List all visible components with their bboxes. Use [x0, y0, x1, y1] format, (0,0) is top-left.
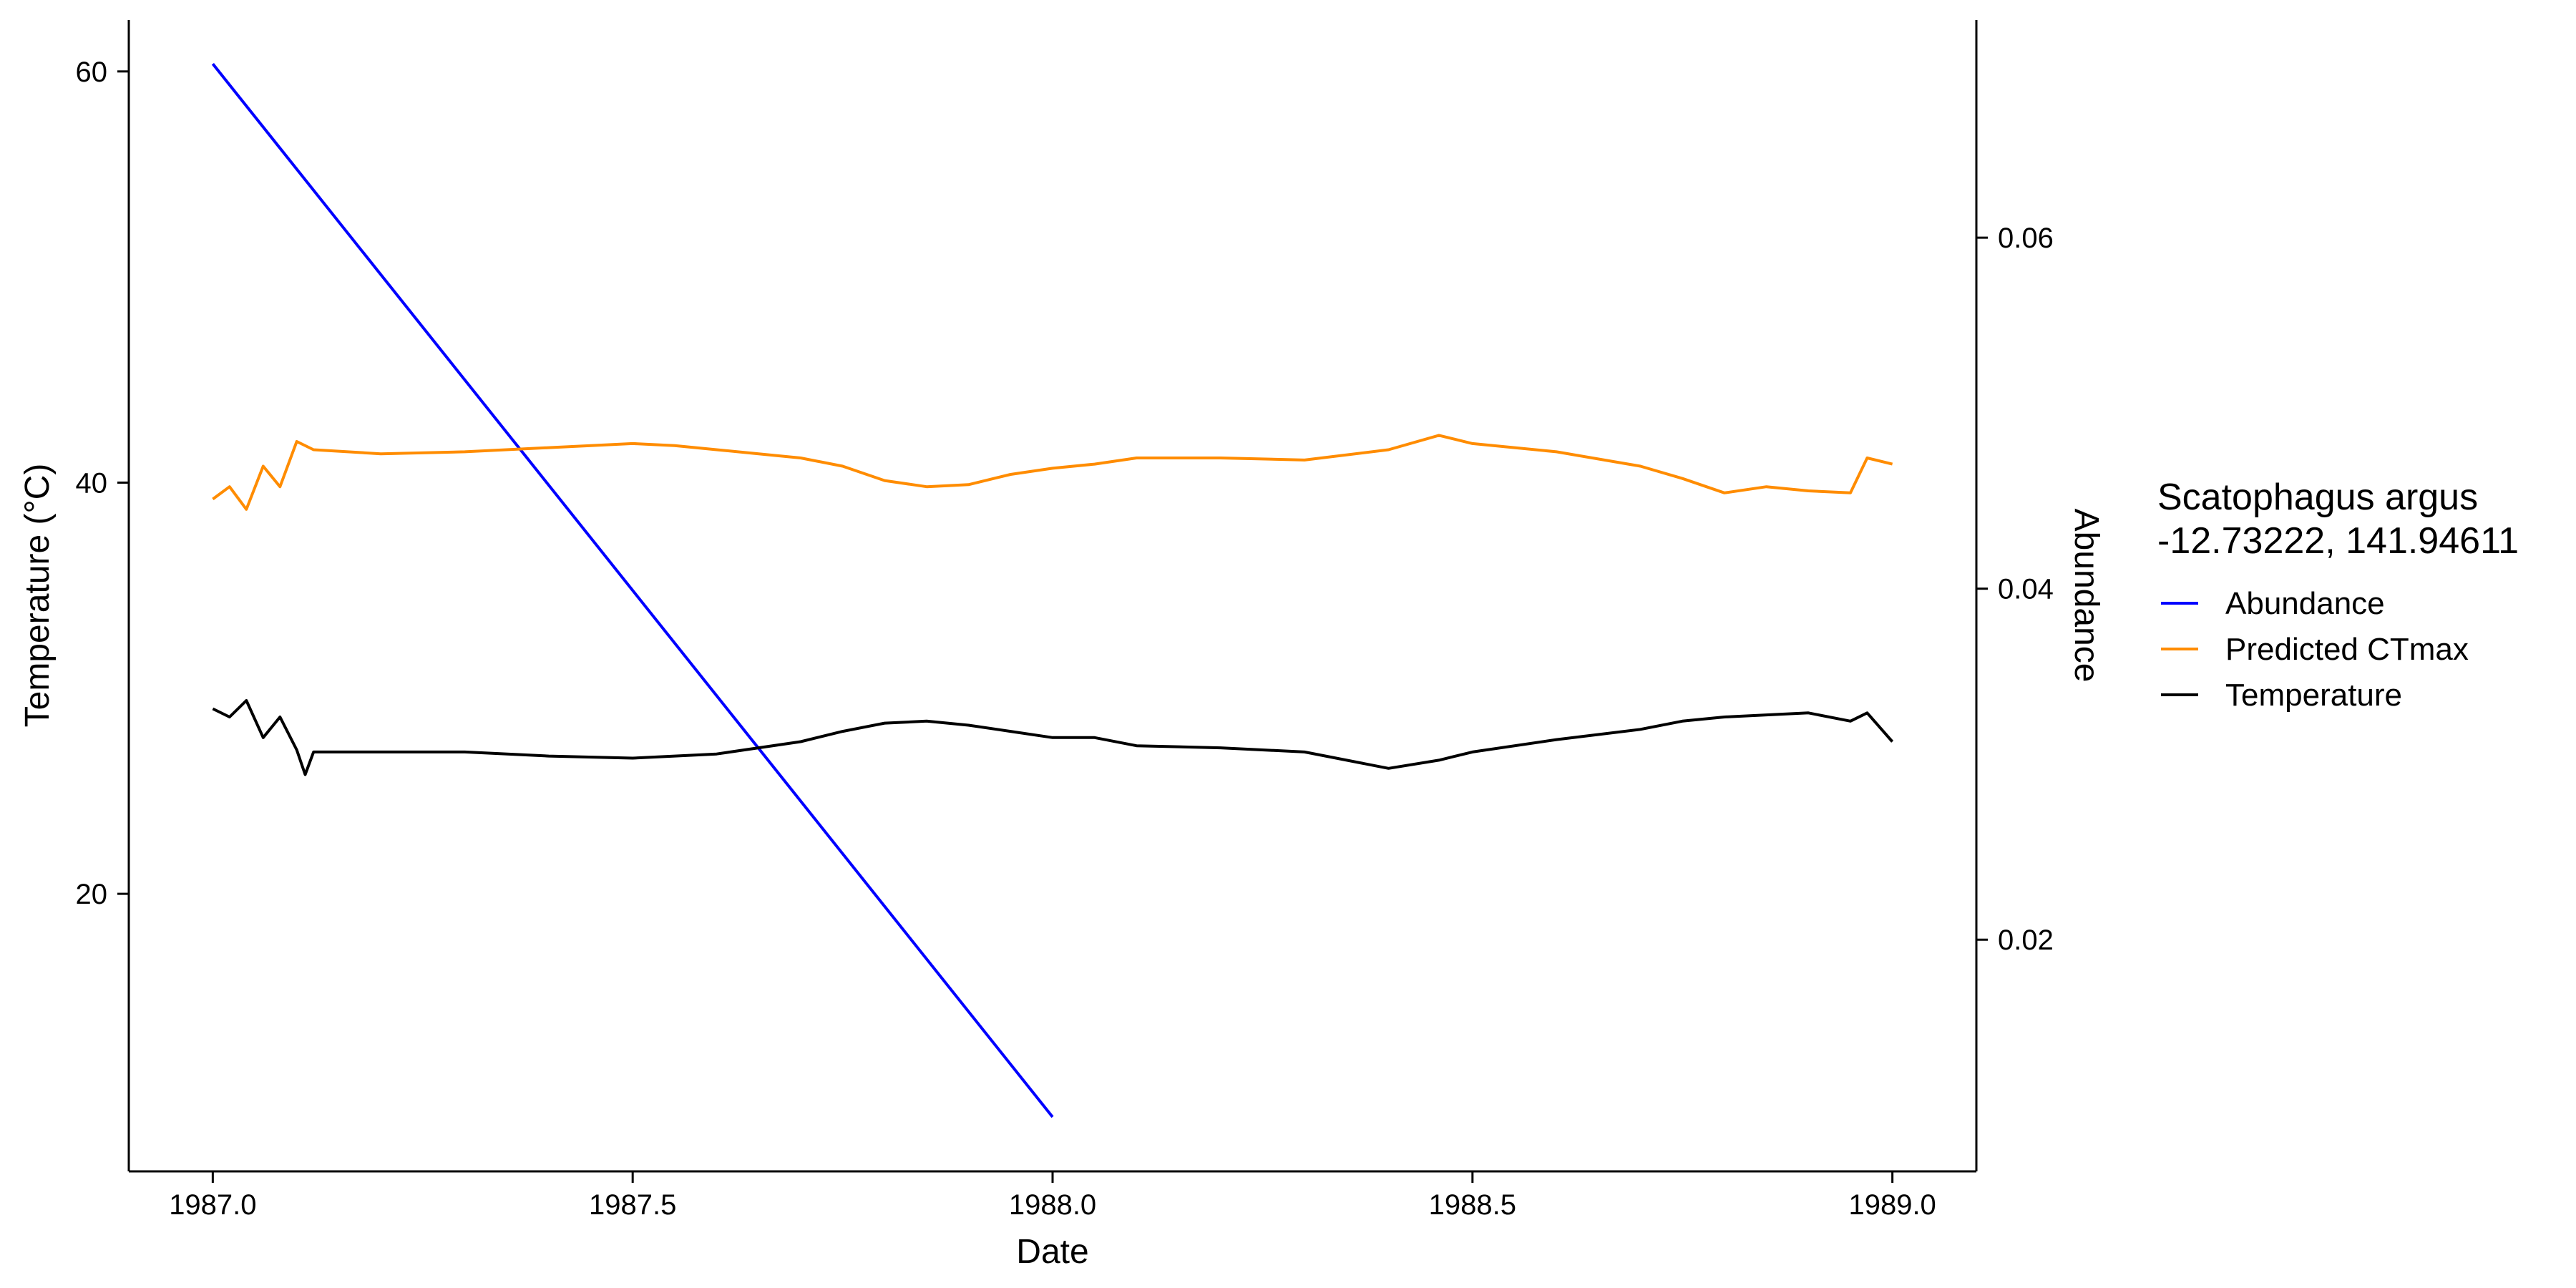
x-tick-label: 1988.0: [1009, 1189, 1096, 1221]
x-tick-label: 1987.0: [169, 1189, 256, 1221]
temperature-line: [212, 699, 1894, 776]
legend-title-coordinates: -12.73222, 141.94611: [2157, 520, 2519, 562]
y2-axis-ticks: 0.02 0.04 0.06: [1976, 223, 2054, 956]
abundance-line: [211, 63, 1054, 1118]
x-axis-title: Date: [1016, 1233, 1088, 1271]
legend-label-abundance: Abundance: [2225, 586, 2385, 621]
legend: Scatophagus argus -12.73222, 141.94611 A…: [2157, 477, 2519, 713]
x-tick-label: 1988.5: [1429, 1189, 1516, 1221]
y-axis-title: Temperature (°C): [19, 464, 57, 728]
legend-label-temperature: Temperature: [2225, 678, 2402, 713]
legend-title-species: Scatophagus argus: [2157, 477, 2478, 518]
y-tick-label: 60: [76, 57, 108, 88]
y-tick-label: 20: [76, 879, 108, 910]
y2-tick-label: 0.02: [1998, 924, 2054, 956]
x-axis-ticks: 1987.0 1987.5 1988.0 1988.5 1989.0: [169, 1171, 1936, 1221]
y2-tick-label: 0.04: [1998, 574, 2054, 605]
x-tick-label: 1987.5: [589, 1189, 676, 1221]
y-axis-ticks: 20 40 60: [76, 57, 129, 910]
legend-label-predicted-ctmax: Predicted CTmax: [2225, 632, 2469, 667]
y2-axis-title: Abundance: [2067, 509, 2105, 683]
y-tick-label: 40: [76, 467, 108, 499]
x-tick-label: 1989.0: [1848, 1189, 1936, 1221]
predicted-ctmax-line: [212, 434, 1893, 511]
y2-tick-label: 0.06: [1998, 223, 2054, 254]
series-lines: [211, 63, 1894, 1118]
